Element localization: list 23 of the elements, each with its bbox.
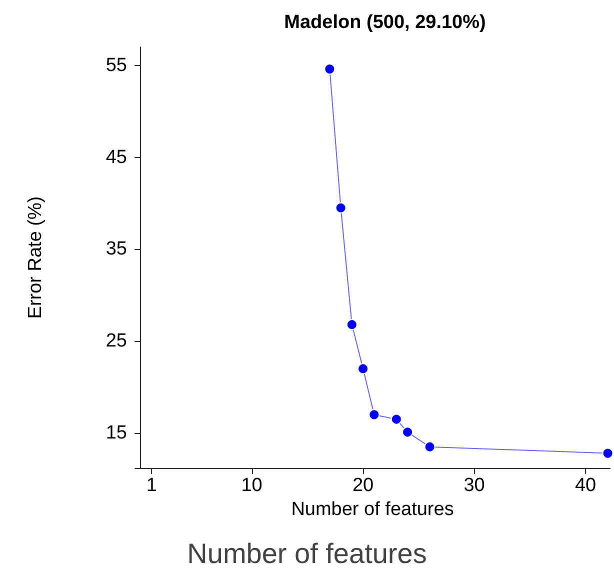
point xyxy=(424,441,436,452)
x-tick-label: 10 xyxy=(241,475,262,496)
x-tick-label: 30 xyxy=(464,475,485,496)
y-tick-label: 35 xyxy=(106,238,127,260)
y-tick-label: 25 xyxy=(106,330,127,352)
y-axis-title: Error Rate (%) xyxy=(25,196,46,319)
x-tick-label: 40 xyxy=(574,475,596,496)
x-axis-title: Number of features xyxy=(291,499,454,520)
text: Number of features xyxy=(186,538,428,568)
point xyxy=(335,202,346,214)
y-tick-label: 15 xyxy=(106,422,127,444)
point xyxy=(368,409,380,420)
y-tick-label: 55 xyxy=(106,54,127,76)
point xyxy=(346,319,358,330)
x-tick-label: 20 xyxy=(352,475,374,496)
y-tick-label: 45 xyxy=(106,146,127,168)
x-tick-label: 1 xyxy=(146,475,157,496)
point xyxy=(324,64,336,75)
point xyxy=(402,426,414,438)
chart-title: Madelon (500, 29.10%) xyxy=(284,12,486,33)
point xyxy=(390,414,402,425)
point xyxy=(602,448,614,459)
point xyxy=(358,363,369,374)
